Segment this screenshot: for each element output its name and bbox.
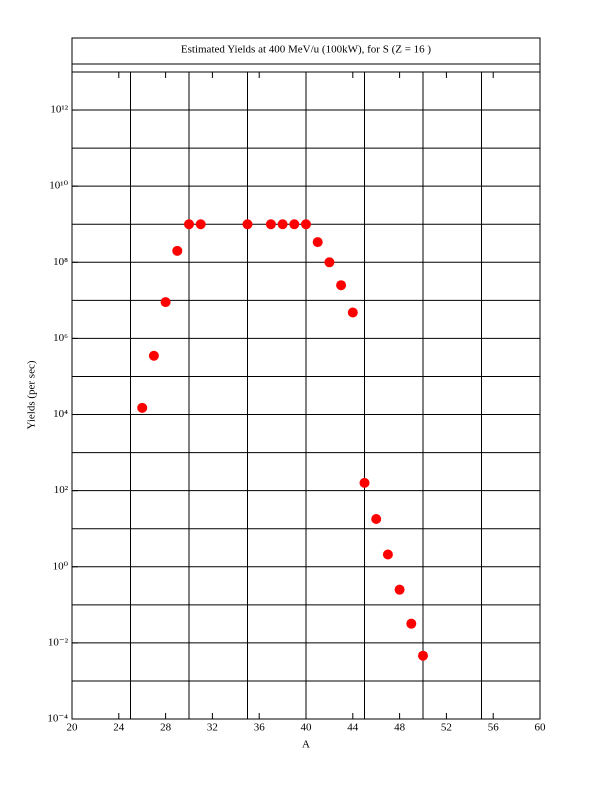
point <box>277 219 288 230</box>
point <box>301 219 311 230</box>
point <box>418 650 428 661</box>
y-tick-label: 10⁴ <box>53 408 68 420</box>
x-tick-label: 44 <box>347 722 359 734</box>
x-tick-label: 52 <box>441 722 452 734</box>
point <box>137 402 148 413</box>
point <box>359 477 370 488</box>
x-tick-label: 32 <box>207 722 218 734</box>
y-tick-label: 10² <box>54 484 69 496</box>
x-tick-label: 24 <box>113 722 125 734</box>
x-tick-label: 40 <box>301 722 313 734</box>
point <box>195 219 206 230</box>
point <box>347 307 358 318</box>
point <box>394 584 405 595</box>
y-tick-label: 10⁻² <box>48 636 69 648</box>
x-tick-label: 60 <box>535 722 547 734</box>
x-tick-label: 36 <box>254 722 266 734</box>
y-tick-label: 10⁶ <box>53 332 68 344</box>
point <box>160 297 171 308</box>
point <box>289 219 300 230</box>
x-axis-label: A <box>302 739 310 751</box>
x-tick-label: 28 <box>160 722 172 734</box>
point <box>406 618 417 629</box>
y-axis-label: Yields (per sec) <box>26 360 38 429</box>
point <box>148 350 159 361</box>
point <box>242 219 253 230</box>
point <box>265 219 276 230</box>
point <box>371 513 382 524</box>
x-tick-label: 56 <box>488 722 500 734</box>
point <box>172 245 183 256</box>
y-tick-label: 10¹² <box>50 104 68 116</box>
point <box>312 237 323 248</box>
chart-title: Estimated Yields at 400 MeV/u (100kW), f… <box>181 44 432 56</box>
point <box>184 219 194 230</box>
point <box>382 549 393 560</box>
y-tick-label: 10¹⁰ <box>49 180 68 192</box>
x-tick-label: 48 <box>394 722 406 734</box>
x-tick-label: 20 <box>67 722 79 734</box>
point <box>324 257 335 268</box>
point <box>336 280 347 291</box>
y-tick-label: 10⁰ <box>53 560 69 572</box>
y-tick-label: 10⁸ <box>53 256 68 268</box>
y-tick-label: 10⁻⁴ <box>47 713 68 725</box>
